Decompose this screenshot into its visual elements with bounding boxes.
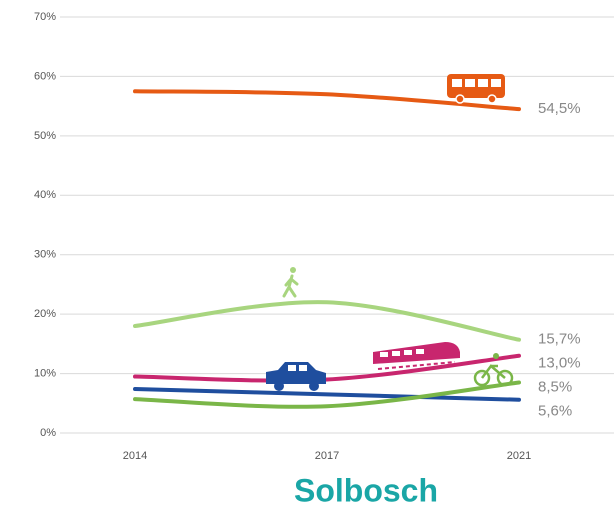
series-line (133, 387, 521, 402)
value-label: 54,5% (538, 100, 581, 117)
y-tick-label: 60% (34, 70, 56, 82)
value-label: 15,7% (538, 331, 581, 348)
y-tick-label: 20% (34, 308, 56, 320)
y-tick-label: 0% (40, 427, 56, 439)
y-tick-label: 50% (34, 130, 56, 142)
car-icon (266, 362, 326, 391)
value-label: 8,5% (538, 379, 572, 396)
chart-title: Solbosch (294, 472, 438, 508)
train-icon (373, 342, 460, 370)
y-tick-label: 40% (34, 189, 56, 201)
series-line (133, 300, 521, 342)
bus-icon (447, 74, 505, 104)
y-tick-label: 70% (34, 11, 56, 23)
x-tick-label: 2014 (123, 450, 147, 462)
icons (266, 74, 514, 391)
series-line (133, 380, 521, 409)
x-tick-label: 2021 (507, 450, 531, 462)
y-tick-label: 10% (34, 367, 56, 379)
value-label: 13,0% (538, 355, 581, 372)
y-tick-label: 30% (34, 249, 56, 261)
series-line (133, 89, 521, 112)
x-tick-label: 2017 (315, 450, 339, 462)
series-line (133, 353, 521, 383)
walk-icon (282, 267, 299, 298)
bike-icon (473, 353, 514, 387)
value-label: 5,6% (538, 403, 572, 420)
